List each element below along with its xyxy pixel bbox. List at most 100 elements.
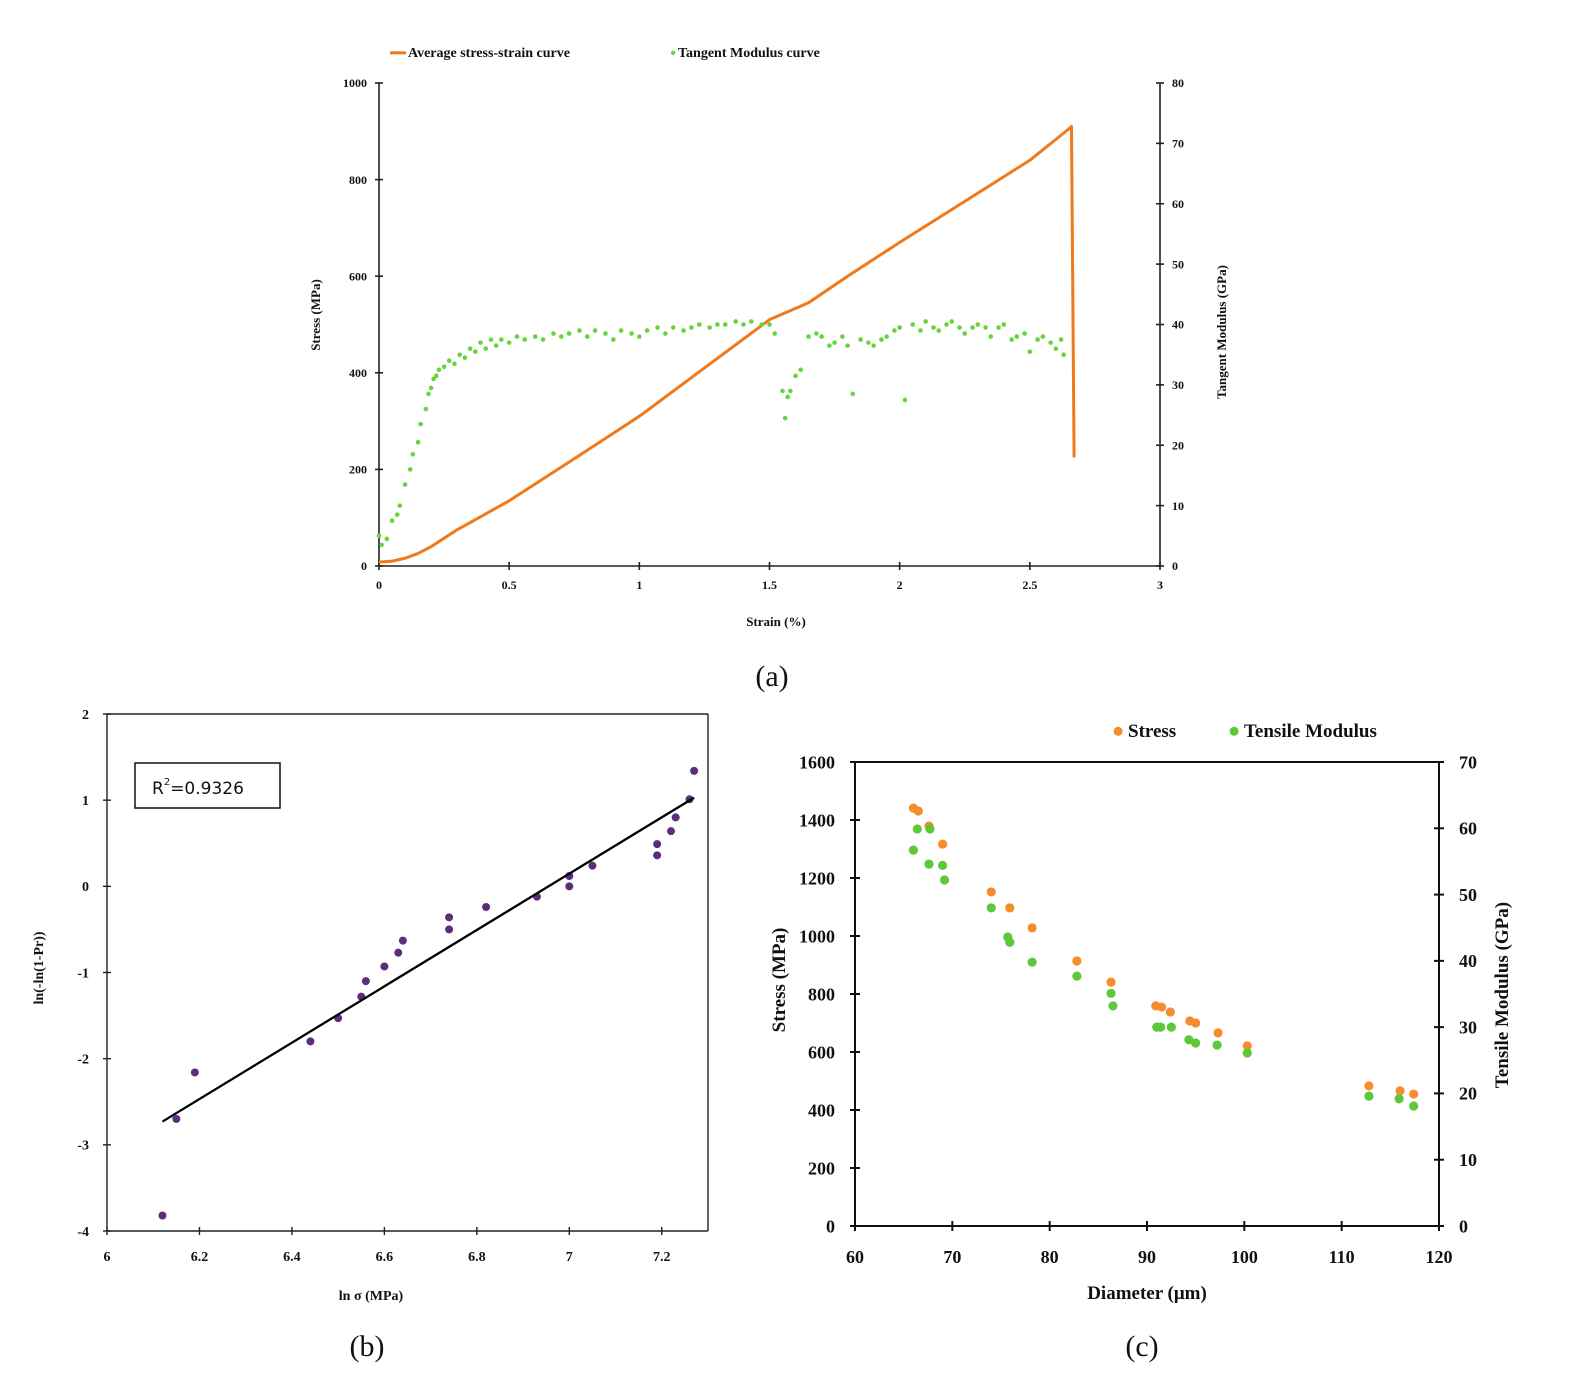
- data-point: [457, 352, 463, 357]
- data-point: [426, 391, 431, 397]
- data-point: [428, 385, 434, 391]
- data-point: [499, 337, 504, 342]
- data-point: [970, 325, 975, 330]
- data-point: [1014, 334, 1020, 339]
- x-tick-label: 2: [897, 578, 903, 592]
- y-right-tick-label: 0: [1459, 1216, 1468, 1236]
- y-right-tick-label: 50: [1459, 885, 1477, 905]
- data-point: [832, 340, 837, 345]
- data-point: [667, 827, 676, 836]
- data-point: [788, 388, 793, 394]
- data-point: [902, 397, 908, 403]
- y-tick-label: 600: [349, 269, 367, 283]
- data-point: [918, 328, 923, 333]
- data-point: [1166, 1022, 1176, 1032]
- y-tick-label: 400: [349, 366, 367, 380]
- y-tick-label: -1: [77, 966, 89, 981]
- data-point: [1005, 937, 1015, 947]
- data-point: [565, 882, 574, 891]
- data-point: [785, 394, 791, 400]
- y-right-tick-label: 60: [1172, 197, 1184, 211]
- data-point: [908, 845, 919, 855]
- y-right-tick-label: 20: [1172, 438, 1184, 452]
- data-point: [1212, 1040, 1222, 1050]
- data-point: [1027, 957, 1037, 967]
- legend-label: Stress: [1128, 721, 1176, 742]
- y-tick-label: 1000: [343, 76, 367, 90]
- data-point: [975, 322, 981, 327]
- y-right-axis-title: Tensile Modulus (GPa): [1492, 902, 1513, 1088]
- data-point: [670, 325, 676, 330]
- data-point: [892, 328, 897, 333]
- data-point: [379, 542, 384, 548]
- y-right-axis-title: Tangent Modulus (GPa): [1214, 265, 1229, 399]
- panel-label: (a): [755, 660, 788, 693]
- data-point: [493, 343, 499, 348]
- y-tick-label: 2: [82, 708, 89, 723]
- data-point: [1157, 1002, 1167, 1012]
- y-right-tick-label: 10: [1459, 1150, 1477, 1170]
- data-point: [793, 373, 798, 379]
- data-point: [866, 340, 871, 345]
- data-point: [506, 340, 512, 345]
- y-tick-label: 0: [826, 1216, 835, 1236]
- data-point: [1191, 1018, 1201, 1028]
- data-point: [1035, 337, 1040, 342]
- data-point: [913, 806, 923, 816]
- x-tick-label: 100: [1231, 1247, 1258, 1267]
- data-point: [1191, 1038, 1201, 1048]
- y-right-tick-label: 0: [1172, 559, 1178, 573]
- legend-swatch-dot: [1113, 726, 1123, 736]
- data-point: [423, 406, 429, 412]
- y-axis-title: Stress (MPa): [769, 928, 790, 1033]
- data-point: [938, 839, 948, 849]
- data-point: [780, 388, 785, 394]
- data-point: [845, 343, 850, 348]
- data-point: [629, 331, 634, 336]
- data-point: [618, 328, 624, 333]
- data-point: [478, 340, 483, 345]
- x-tick-label: 110: [1329, 1247, 1355, 1267]
- data-point: [446, 358, 452, 364]
- data-point: [871, 343, 876, 348]
- y-right-tick-label: 40: [1172, 318, 1184, 332]
- data-point: [410, 452, 416, 457]
- data-point: [879, 337, 884, 342]
- data-point: [488, 337, 494, 342]
- y-tick-label: 800: [808, 984, 835, 1004]
- y-tick-label: 600: [808, 1042, 835, 1062]
- data-point: [1058, 337, 1064, 342]
- data-point: [190, 1068, 199, 1077]
- data-point: [380, 962, 389, 971]
- data-point: [897, 325, 902, 330]
- x-tick-label: 60: [846, 1247, 864, 1267]
- y-right-tick-label: 60: [1459, 819, 1477, 839]
- data-point: [936, 328, 942, 333]
- data-point: [462, 355, 468, 361]
- data-point: [306, 1037, 315, 1046]
- data-point: [433, 373, 439, 379]
- data-point: [1106, 988, 1116, 998]
- data-point: [707, 325, 712, 330]
- data-point: [814, 331, 819, 336]
- legend-label: Tensile Modulus: [1244, 721, 1377, 742]
- y-tick-label: 1000: [799, 926, 835, 946]
- data-point: [418, 421, 423, 427]
- panel-label: (c): [1125, 1330, 1158, 1363]
- data-point: [436, 367, 442, 373]
- y-right-tick-label: 80: [1172, 76, 1184, 90]
- y-tick-label: 1600: [799, 752, 835, 772]
- y-tick-label: -3: [77, 1139, 89, 1154]
- x-tick-label: 90: [1138, 1247, 1156, 1267]
- y-axis-title: Stress (MPa): [308, 279, 323, 351]
- data-point: [644, 328, 650, 333]
- data-point: [806, 334, 811, 339]
- data-point: [1156, 1022, 1166, 1032]
- legend-label: Tangent Modulus curve: [678, 46, 820, 61]
- data-point: [1409, 1089, 1419, 1099]
- data-point: [925, 824, 935, 834]
- data-point: [767, 322, 772, 327]
- data-point: [566, 331, 572, 336]
- data-point: [1184, 1035, 1194, 1045]
- y-tick-label: 1400: [799, 810, 835, 830]
